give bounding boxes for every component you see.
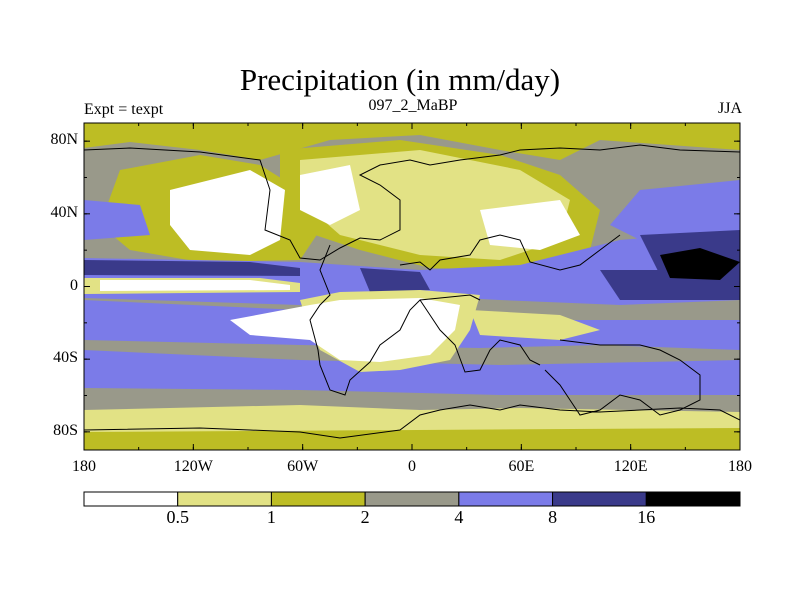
field-dry-a <box>300 165 360 225</box>
field-west-wet <box>84 200 150 240</box>
y-tick-label: 40S <box>53 349 78 367</box>
field-south-light-b <box>470 310 600 340</box>
field-south-dry <box>230 298 460 362</box>
field-east-pacific-wet <box>610 180 740 245</box>
field-south-midlat-wet <box>84 350 740 395</box>
continent-outlines <box>84 144 740 439</box>
x-tick-label: 180 <box>728 458 752 475</box>
x-tick-label: 60W <box>287 458 319 475</box>
season-label: JJA <box>717 100 742 117</box>
colorbar-label: 1 <box>266 507 276 527</box>
x-tick-label: 60E <box>508 458 535 475</box>
y-tick-label: 0 <box>70 276 78 294</box>
field-heavy-a <box>84 260 300 276</box>
field-south-band <box>84 425 740 450</box>
field-north-band <box>84 123 740 160</box>
colorbar <box>83 491 741 507</box>
map-title: Precipitation (in mm/day) <box>239 62 561 97</box>
x-tick-label: 0 <box>408 458 416 475</box>
field-heavy-b <box>360 268 430 292</box>
colorbar-label: 8 <box>548 507 558 527</box>
field-extreme <box>660 248 740 280</box>
x-tick-label: 120W <box>173 458 213 475</box>
map-field <box>84 123 740 450</box>
x-tick-label: 120E <box>613 458 648 475</box>
x-tick-label: 180 <box>72 458 96 475</box>
y-tick-label: 40N <box>50 203 78 221</box>
field-eq-dry <box>100 280 290 291</box>
y-tick-label: 80N <box>50 131 78 149</box>
case-label: 097_2_MaBP <box>368 97 458 114</box>
axis-ticks <box>83 123 741 450</box>
colorbar-label: 2 <box>360 507 370 527</box>
colorbar-label: 16 <box>637 507 656 527</box>
colorbar-swatch <box>645 491 741 507</box>
y-tick-label: 80S <box>53 421 78 439</box>
colorbar-swatch <box>364 491 460 507</box>
colorbar-swatch <box>83 491 179 507</box>
colorbar-label: 0.5 <box>166 507 189 527</box>
field-dry-north-pacific <box>170 170 285 255</box>
colorbar-swatch <box>270 491 366 507</box>
experiment-label: Expt = texpt <box>84 101 164 118</box>
field-dry-b <box>480 200 580 250</box>
colorbar-label: 4 <box>454 507 464 527</box>
colorbar-swatch <box>177 491 272 507</box>
colorbar-swatch <box>552 491 647 507</box>
colorbar-swatch <box>458 491 554 507</box>
field-south-light <box>84 405 740 432</box>
